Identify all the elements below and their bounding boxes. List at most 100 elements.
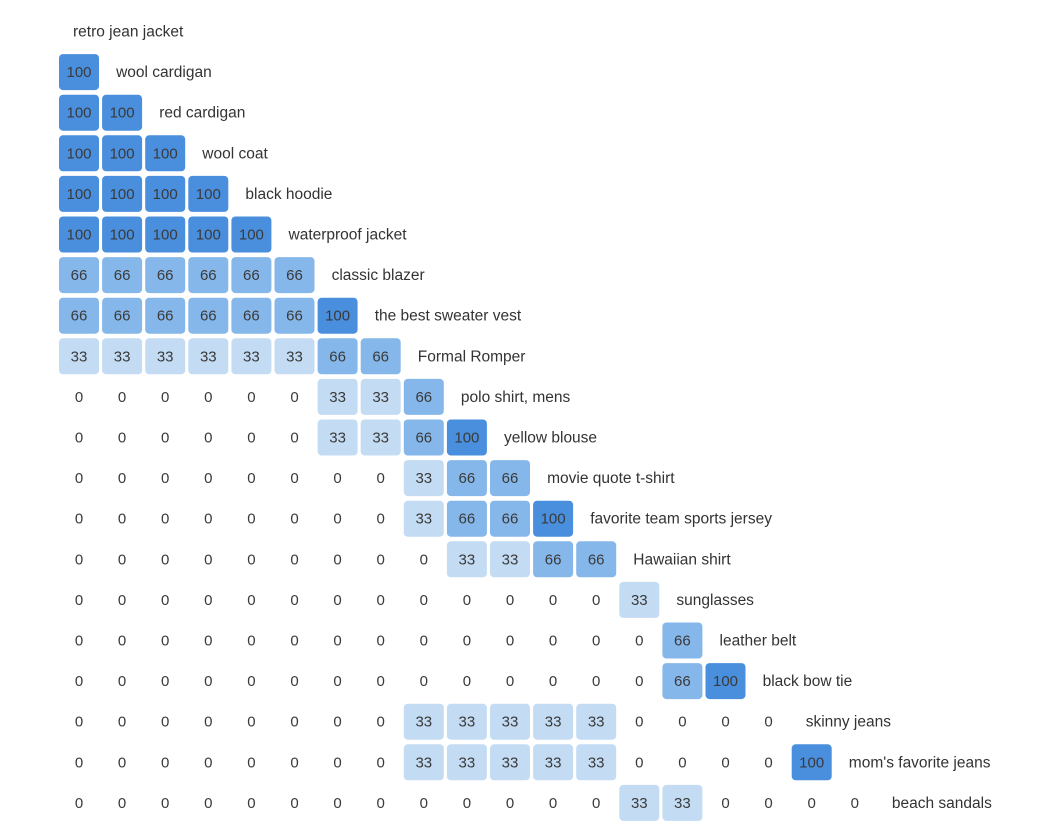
cell-value: 33 (372, 430, 389, 447)
item-label: movie quote t-shirt (547, 470, 675, 487)
cell-value: 0 (592, 673, 600, 690)
cell-value: 100 (110, 227, 135, 244)
heatmap-cell (662, 663, 703, 700)
cell-value: 0 (75, 673, 83, 690)
cell-value: 33 (415, 754, 432, 771)
heatmap-cell (145, 175, 186, 212)
cell-value: 0 (118, 673, 126, 690)
heatmap-cell (59, 54, 99, 91)
cell-value: 33 (243, 348, 260, 365)
cell-value: 0 (204, 470, 212, 487)
heatmap-cell (102, 175, 143, 212)
cell-value: 0 (290, 673, 298, 690)
cell-value: 0 (204, 592, 212, 609)
cell-value: 66 (502, 511, 519, 528)
cell-value: 33 (71, 348, 88, 365)
cell-value: 0 (118, 511, 126, 528)
cell-value: 0 (75, 714, 83, 731)
cell-value: 0 (118, 714, 126, 731)
cell-value: 0 (851, 795, 859, 812)
item-label: mom's favorite jeans (849, 754, 991, 771)
cell-value: 0 (118, 551, 126, 568)
cell-value: 66 (286, 267, 303, 284)
heatmap-cell (145, 216, 186, 253)
cell-value: 0 (161, 714, 169, 731)
cell-value: 0 (377, 633, 385, 650)
cell-value: 66 (674, 673, 691, 690)
heatmap-cell (102, 257, 143, 294)
heatmap-cell (705, 663, 746, 700)
cell-value: 0 (118, 592, 126, 609)
cell-value: 0 (247, 795, 255, 812)
cell-value: 0 (161, 673, 169, 690)
item-label: favorite team sports jersey (590, 511, 772, 528)
cell-value: 0 (161, 795, 169, 812)
heatmap-cell (317, 378, 358, 415)
cell-value: 0 (75, 795, 83, 812)
cell-value: 33 (329, 430, 346, 447)
cell-value: 0 (75, 470, 83, 487)
cell-value: 33 (415, 714, 432, 731)
cell-value: 0 (377, 673, 385, 690)
heatmap-cell (490, 744, 530, 781)
cell-value: 100 (66, 227, 91, 244)
cell-value: 100 (713, 673, 738, 690)
heatmap-cell (576, 744, 617, 781)
heatmap-cell (662, 622, 703, 659)
heatmap-cell (490, 460, 530, 497)
cell-value: 0 (204, 430, 212, 447)
heatmap-cell (188, 257, 229, 294)
cell-value: 0 (333, 754, 341, 771)
cell-value: 0 (118, 389, 126, 406)
cell-value: 0 (247, 430, 255, 447)
cell-value: 0 (678, 714, 686, 731)
heatmap-cell (791, 744, 832, 781)
item-label: the best sweater vest (375, 308, 522, 325)
cell-value: 0 (75, 551, 83, 568)
cell-value: 100 (454, 430, 479, 447)
cell-value: 0 (463, 592, 471, 609)
heatmap-cell (403, 419, 444, 456)
cell-value: 0 (290, 470, 298, 487)
heatmap-cell (360, 378, 401, 415)
cell-value: 33 (588, 714, 605, 731)
heatmap-cell (446, 500, 487, 537)
heatmap-cell (662, 784, 703, 821)
cell-value: 0 (333, 795, 341, 812)
cell-value: 0 (333, 633, 341, 650)
cell-value: 0 (721, 754, 729, 771)
cell-value: 0 (290, 511, 298, 528)
cell-value: 33 (415, 511, 432, 528)
cell-value: 0 (204, 714, 212, 731)
heatmap-cell (188, 175, 229, 212)
cell-value: 33 (545, 714, 562, 731)
heatmap-cell (533, 703, 574, 740)
cell-value: 66 (114, 308, 131, 325)
cell-value: 0 (118, 430, 126, 447)
cell-value: 100 (66, 186, 91, 203)
cell-value: 0 (592, 795, 600, 812)
heatmap-cell (533, 744, 574, 781)
cell-value: 100 (153, 186, 178, 203)
cell-value: 66 (372, 348, 389, 365)
cell-value: 0 (247, 389, 255, 406)
heatmap-cell (403, 378, 444, 415)
cell-value: 0 (161, 754, 169, 771)
cell-value: 0 (420, 673, 428, 690)
item-label: retro jean jacket (73, 24, 184, 41)
cell-value: 66 (157, 308, 174, 325)
heatmap-cell (317, 338, 358, 375)
heatmap-cell (188, 216, 229, 253)
item-label: classic blazer (332, 267, 425, 284)
cell-value: 0 (247, 754, 255, 771)
cell-value: 33 (502, 551, 519, 568)
heatmap-cell (403, 744, 444, 781)
heatmap-cell (59, 297, 99, 334)
cell-value: 66 (588, 551, 605, 568)
cell-value: 0 (290, 754, 298, 771)
cell-value: 66 (415, 430, 432, 447)
heatmap-cell (102, 216, 143, 253)
cell-value: 33 (631, 592, 648, 609)
cell-value: 66 (200, 267, 217, 284)
heatmap-cell (403, 460, 444, 497)
